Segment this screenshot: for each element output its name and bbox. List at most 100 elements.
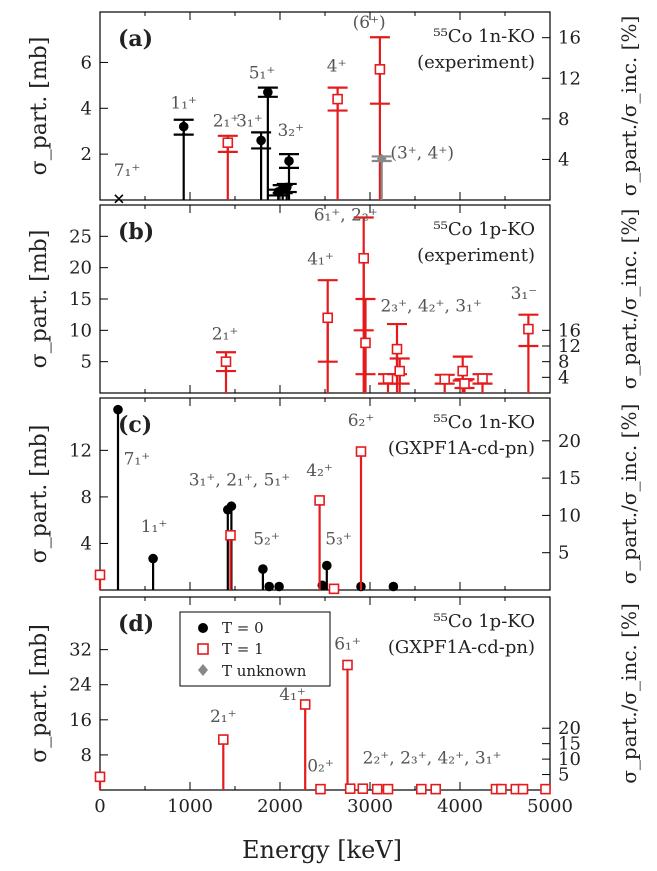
- state-label: 6₂⁺: [348, 411, 375, 431]
- y-tick-label: 20: [69, 258, 92, 279]
- data-point-tunk: [376, 153, 387, 164]
- state-label: (6⁺): [353, 13, 386, 33]
- y-tick-label: 4: [81, 533, 92, 554]
- data-point-t1: [459, 378, 470, 389]
- data-point-t1: [299, 699, 311, 710]
- panel-subtitle: (GXPF1A-cd-pn): [388, 637, 535, 658]
- panel-tag: (d): [118, 611, 154, 637]
- data-point-t1: [358, 252, 370, 264]
- panel-0: 2 4 6 4 8 12 16 σ_part. [mb] σ_part./σ_inc. [%] (…: [27, 11, 641, 204]
- y-tick-right-label: 10: [558, 505, 581, 526]
- panel-tag: (a): [118, 26, 153, 52]
- data-point-t1: [355, 446, 367, 457]
- y-tick-label: 10: [69, 320, 92, 341]
- data-point-t0: [113, 404, 123, 415]
- data-point-t1: [394, 365, 406, 377]
- x-tick-label: 1000: [167, 796, 213, 817]
- state-label: 3₁⁺, 2₁⁺, 5₁⁺: [189, 470, 290, 490]
- y-tick-right-label: 4: [558, 367, 569, 388]
- x-tick-label: 2000: [257, 796, 303, 817]
- state-label: 1₁⁺: [170, 93, 197, 113]
- data-point-t1: [496, 783, 507, 795]
- data-point-t1: [415, 783, 427, 795]
- data-point-t1: [523, 323, 534, 335]
- legend-marker-t1: [197, 643, 209, 655]
- state-label: 3₁⁺: [236, 112, 263, 132]
- legend-label-tunk: T unknown: [222, 662, 307, 680]
- state-label: 4₁⁺: [279, 685, 306, 705]
- x-tick-label: 3000: [347, 796, 393, 817]
- panel-title: ⁵⁵Co 1p-KO: [433, 611, 535, 632]
- data-point-t1: [360, 337, 371, 349]
- data-point-t0: [263, 87, 273, 98]
- data-point-t0: [322, 560, 332, 571]
- y-tick-right-label: 8: [558, 109, 569, 130]
- y-tick-right-label: 20: [558, 431, 581, 452]
- data-point-t1: [315, 783, 326, 795]
- data-point-t1: [94, 569, 106, 581]
- panel-2: 4 8 12 5 10 15 20 σ_part. [mb] σ_part./σ_inc. [%…: [27, 397, 641, 595]
- state-label: 4⁺: [327, 57, 347, 77]
- data-point-t1: [222, 137, 234, 148]
- state-label: 4₂⁺: [306, 461, 333, 481]
- state-label: 6₁⁺, 2₂⁺: [314, 206, 378, 226]
- y-axis-label-right: σ_part./σ_inc. [%]: [617, 16, 641, 197]
- data-point-t0: [178, 121, 189, 132]
- x-tick-label: 0: [94, 796, 105, 817]
- state-label: 6₁⁺: [334, 635, 361, 655]
- panel-title: ⁵⁵Co 1n-KO: [433, 26, 535, 47]
- data-point-t0: [148, 553, 158, 564]
- y-tick-right-label: 4: [558, 149, 569, 170]
- state-label: 5₃⁺: [325, 530, 352, 550]
- data-point-t1: [332, 93, 343, 105]
- state-label: (3⁺, 4⁺): [390, 144, 454, 164]
- legend-label-t0: T = 0: [222, 619, 264, 637]
- data-point-t1: [220, 356, 232, 367]
- panel-tag: (c): [118, 412, 152, 438]
- data-point-t1: [342, 659, 353, 671]
- state-label: 2₂⁺, 2₃⁺, 4₂⁺, 3₁⁺: [363, 749, 502, 769]
- data-point-t1: [540, 783, 551, 795]
- y-tick-label: 16: [69, 710, 92, 731]
- state-label: 3₁⁻: [511, 284, 538, 304]
- data-point-t1: [382, 373, 394, 384]
- x-tick-label: 5000: [527, 796, 573, 817]
- panel-subtitle: (experiment): [417, 52, 535, 73]
- legend-label-t1: T = 1: [222, 640, 264, 658]
- y-tick-right-label: 12: [558, 68, 581, 89]
- y-axis-label: σ_part. [mb]: [27, 425, 52, 564]
- state-label: 2₁⁺: [212, 325, 239, 345]
- panel-subtitle: (GXPF1A-cd-pn): [388, 438, 535, 459]
- x-tick-label: 4000: [437, 796, 483, 817]
- data-point-t1: [225, 530, 236, 541]
- state-label: 7₁⁺: [114, 161, 141, 181]
- legend: T = 0 T = 1 T unknown: [179, 611, 331, 687]
- x-axis-label: Energy [keV]: [242, 836, 402, 864]
- y-tick-right-label: 16: [558, 28, 581, 49]
- y-tick-label: 12: [69, 440, 92, 461]
- state-label: 1₁⁺: [141, 517, 168, 537]
- data-point-t0: [388, 581, 399, 592]
- y-tick-label: 2: [81, 144, 92, 165]
- data-point-t1: [314, 495, 325, 506]
- y-tick-label: 5: [81, 352, 92, 373]
- data-point-t0: [226, 501, 237, 512]
- y-tick-right-label: 12: [558, 336, 581, 357]
- data-point-t1: [430, 783, 442, 795]
- data-point-t1: [357, 783, 369, 794]
- state-label: 5₁⁺: [249, 63, 276, 83]
- data-point-t1: [477, 373, 488, 384]
- panel-title: ⁵⁵Co 1n-KO: [433, 412, 535, 433]
- panel-title: ⁵⁵Co 1p-KO: [433, 219, 535, 240]
- y-tick-right-label: 16: [558, 320, 581, 341]
- state-label: 4₁⁺: [307, 250, 334, 270]
- y-axis-label: σ_part. [mb]: [27, 37, 52, 176]
- y-tick-right-label: 10: [558, 749, 581, 770]
- y-axis-label: σ_part. [mb]: [27, 624, 52, 763]
- data-point-t1: [457, 365, 469, 377]
- y-axis-label-right: σ_part./σ_inc. [%]: [617, 404, 641, 585]
- data-point-t0: [264, 581, 275, 592]
